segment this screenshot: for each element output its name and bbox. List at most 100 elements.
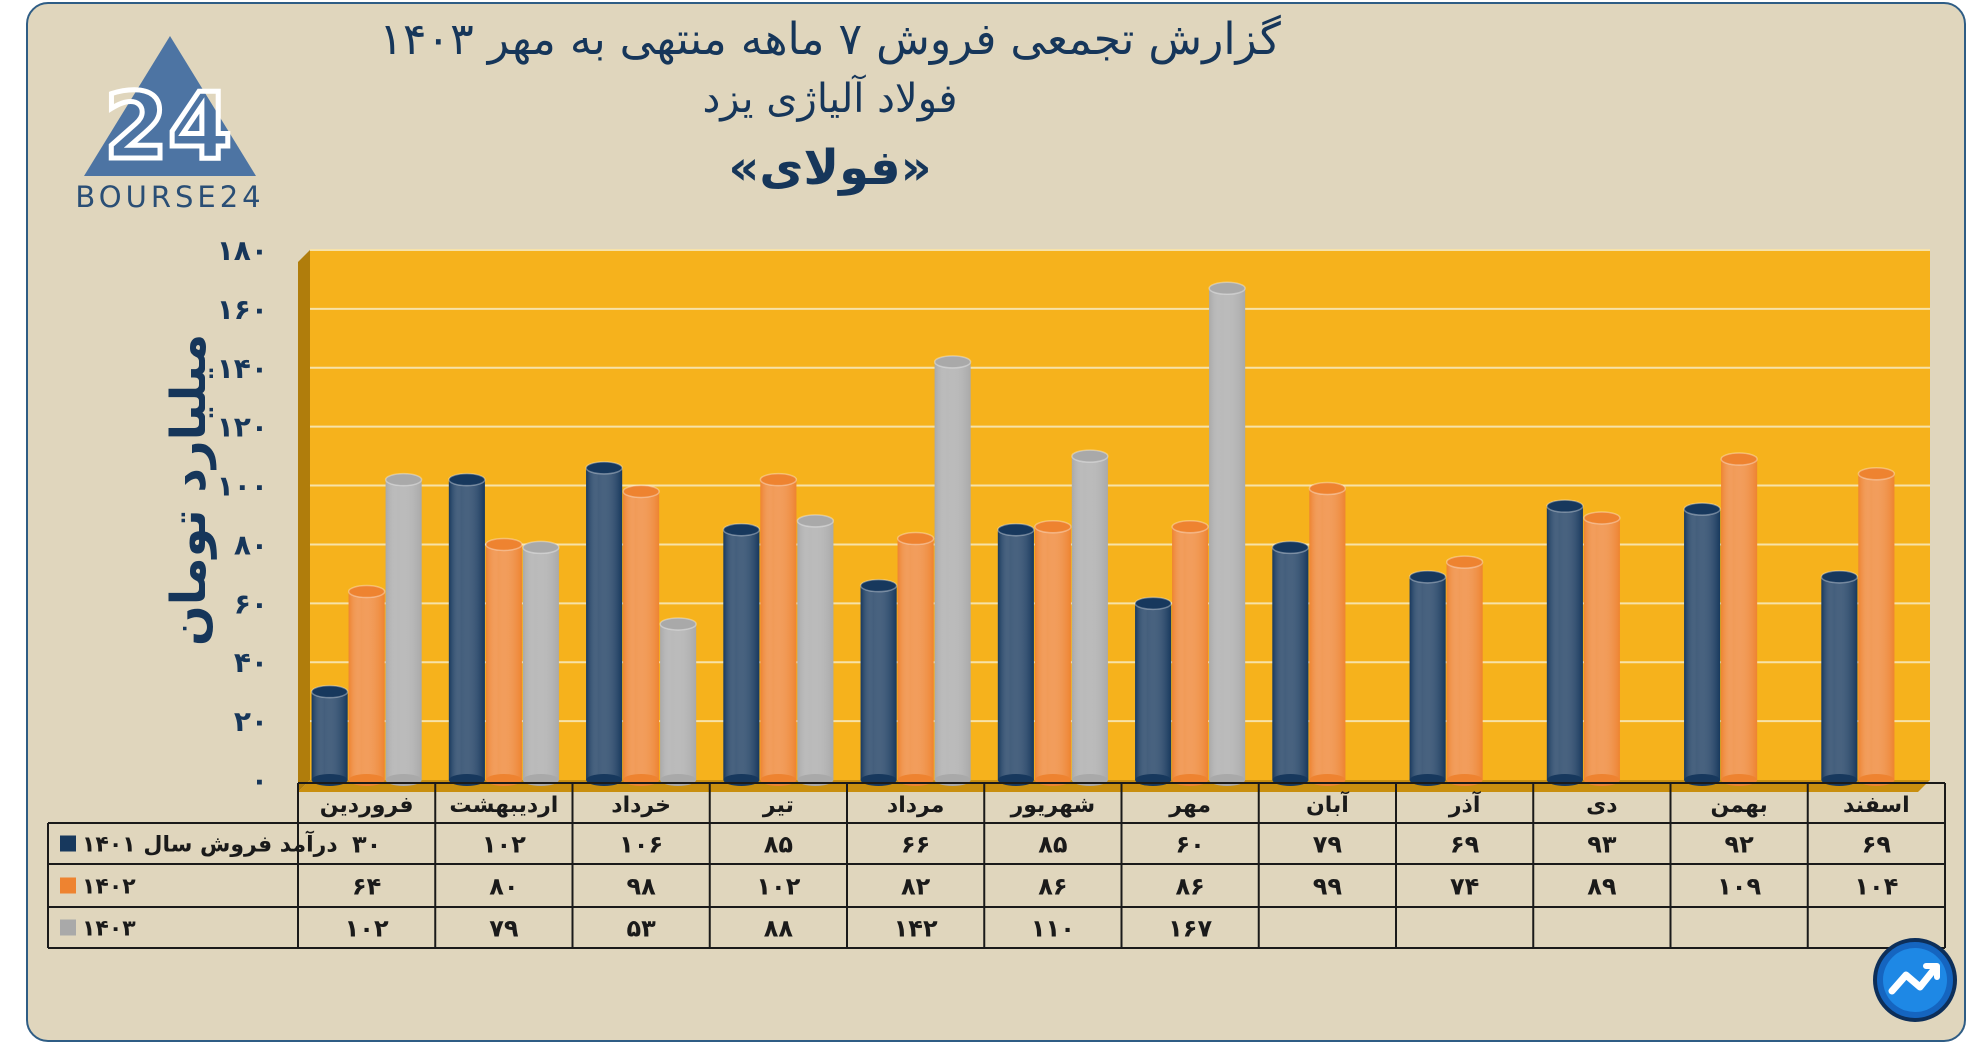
bar-base [1272, 774, 1309, 786]
logo-mark: 24 [104, 73, 232, 180]
bar-shading [997, 529, 1034, 780]
data-label: ۸۹ [1587, 873, 1617, 901]
data-label: ۸۸ [764, 915, 794, 943]
bar-shading [1272, 547, 1309, 780]
bar-shading [1446, 562, 1483, 780]
legend-label: ۱۴۰۳ [82, 917, 136, 942]
data-label: ۱۰۲ [756, 873, 800, 901]
data-label: ۶۹ [1450, 831, 1480, 859]
x-tick-label: اردیبهشت [449, 793, 558, 818]
bar-shading [586, 467, 623, 780]
legend-swatch [60, 877, 76, 894]
x-tick-label: آذر [1448, 790, 1481, 818]
x-tick-label: مرداد [887, 793, 944, 818]
bar-base [1821, 774, 1858, 786]
bar-cap [859, 578, 898, 593]
bar-shading [311, 691, 348, 780]
bar-cap [1583, 511, 1621, 525]
bar-base [897, 774, 934, 786]
bar-shading [660, 623, 697, 780]
bar-cap [1820, 570, 1859, 584]
y-tick-label: ۶۰ [234, 587, 268, 620]
bar-shading [1721, 459, 1758, 780]
plot-area [310, 250, 1930, 780]
bar-cap [722, 522, 761, 537]
bar-cap [933, 355, 972, 369]
bar-cap [1071, 449, 1109, 463]
bar-base [1209, 774, 1246, 786]
x-tick-label: شهریور [1010, 793, 1096, 818]
bar-base [1446, 774, 1483, 786]
bar-base [1546, 774, 1583, 786]
bar-cap [1271, 540, 1310, 555]
bar-cap [896, 531, 935, 546]
bar-cap [1445, 555, 1484, 569]
data-label: ۱۰۹ [1717, 873, 1761, 901]
bar-shading [1821, 576, 1858, 780]
bar-base [760, 774, 797, 786]
bar-cap [997, 522, 1035, 537]
chart-symbol: «فولای» [728, 140, 932, 196]
x-tick-label: تیر [762, 793, 794, 818]
bar-base [1135, 774, 1172, 786]
bar-shading [448, 479, 485, 780]
y-tick-label: ۰ [251, 764, 268, 797]
bar-shading [1172, 526, 1209, 780]
bar-shading [1409, 576, 1446, 780]
plot-side-wall [298, 250, 310, 792]
bar-cap [1720, 452, 1758, 466]
y-tick-label: ۸۰ [234, 528, 268, 561]
data-label: ۱۰۲ [482, 831, 526, 859]
y-tick-label: ۲۰ [234, 705, 268, 738]
data-label: ۹۹ [1313, 873, 1343, 901]
data-label: ۸۶ [1038, 873, 1067, 901]
trend-badge-icon [1873, 938, 1957, 1022]
bar-base [797, 774, 834, 786]
bar-shading [934, 361, 971, 780]
bar-cap [1308, 481, 1347, 496]
bar-cap [1857, 467, 1896, 481]
data-label: ۹۲ [1724, 831, 1754, 859]
y-tick-label: ۱۸۰ [217, 234, 268, 267]
bar-base [385, 774, 422, 786]
bar-cap [1134, 596, 1172, 611]
chart-title: گزارش تجمعی فروش ۷ ماهه منتهی به مهر ۱۴۰… [379, 14, 1281, 65]
bar-cap [1171, 520, 1209, 534]
bar-shading [760, 479, 797, 780]
data-label: ۸۰ [489, 873, 518, 901]
bar-shading [623, 491, 660, 780]
data-label: ۷۴ [1450, 873, 1479, 901]
x-tick-label: خرداد [611, 793, 671, 818]
bar-base [348, 774, 385, 786]
bar-shading [522, 547, 559, 780]
data-label: ۱۴۲ [894, 915, 938, 943]
data-label: ۸۶ [1175, 873, 1204, 901]
bar-base [1721, 774, 1758, 786]
data-label: ۱۰۶ [619, 831, 663, 859]
data-label: ۸۲ [901, 873, 931, 901]
data-label: ۶۰ [1175, 831, 1204, 859]
bar-cap [1546, 499, 1584, 513]
bar-cap [1408, 570, 1447, 584]
data-label: ۹۳ [1587, 831, 1617, 859]
bar-base [522, 774, 559, 786]
y-tick-label: ۱۶۰ [217, 293, 268, 326]
bar-cap [384, 472, 423, 487]
bar-base [660, 774, 697, 786]
bar-base [723, 774, 760, 786]
data-label: ۶۹ [1862, 831, 1892, 859]
bar-cap [522, 540, 560, 555]
data-label: ۷۹ [489, 915, 519, 943]
bar-cap [310, 684, 349, 699]
bar-base [1858, 774, 1895, 786]
data-label: ۱۰۲ [345, 915, 389, 943]
bar-cap [585, 461, 623, 475]
x-tick-label: اسفند [1843, 793, 1910, 818]
bar-base [860, 774, 897, 786]
bar-shading [723, 529, 760, 780]
bar-base [1583, 774, 1620, 786]
data-label: ۳۰ [352, 831, 381, 859]
bar-base [997, 774, 1034, 786]
y-axis-label: میلیارد تومان [161, 334, 217, 646]
bar-cap [1683, 502, 1721, 516]
